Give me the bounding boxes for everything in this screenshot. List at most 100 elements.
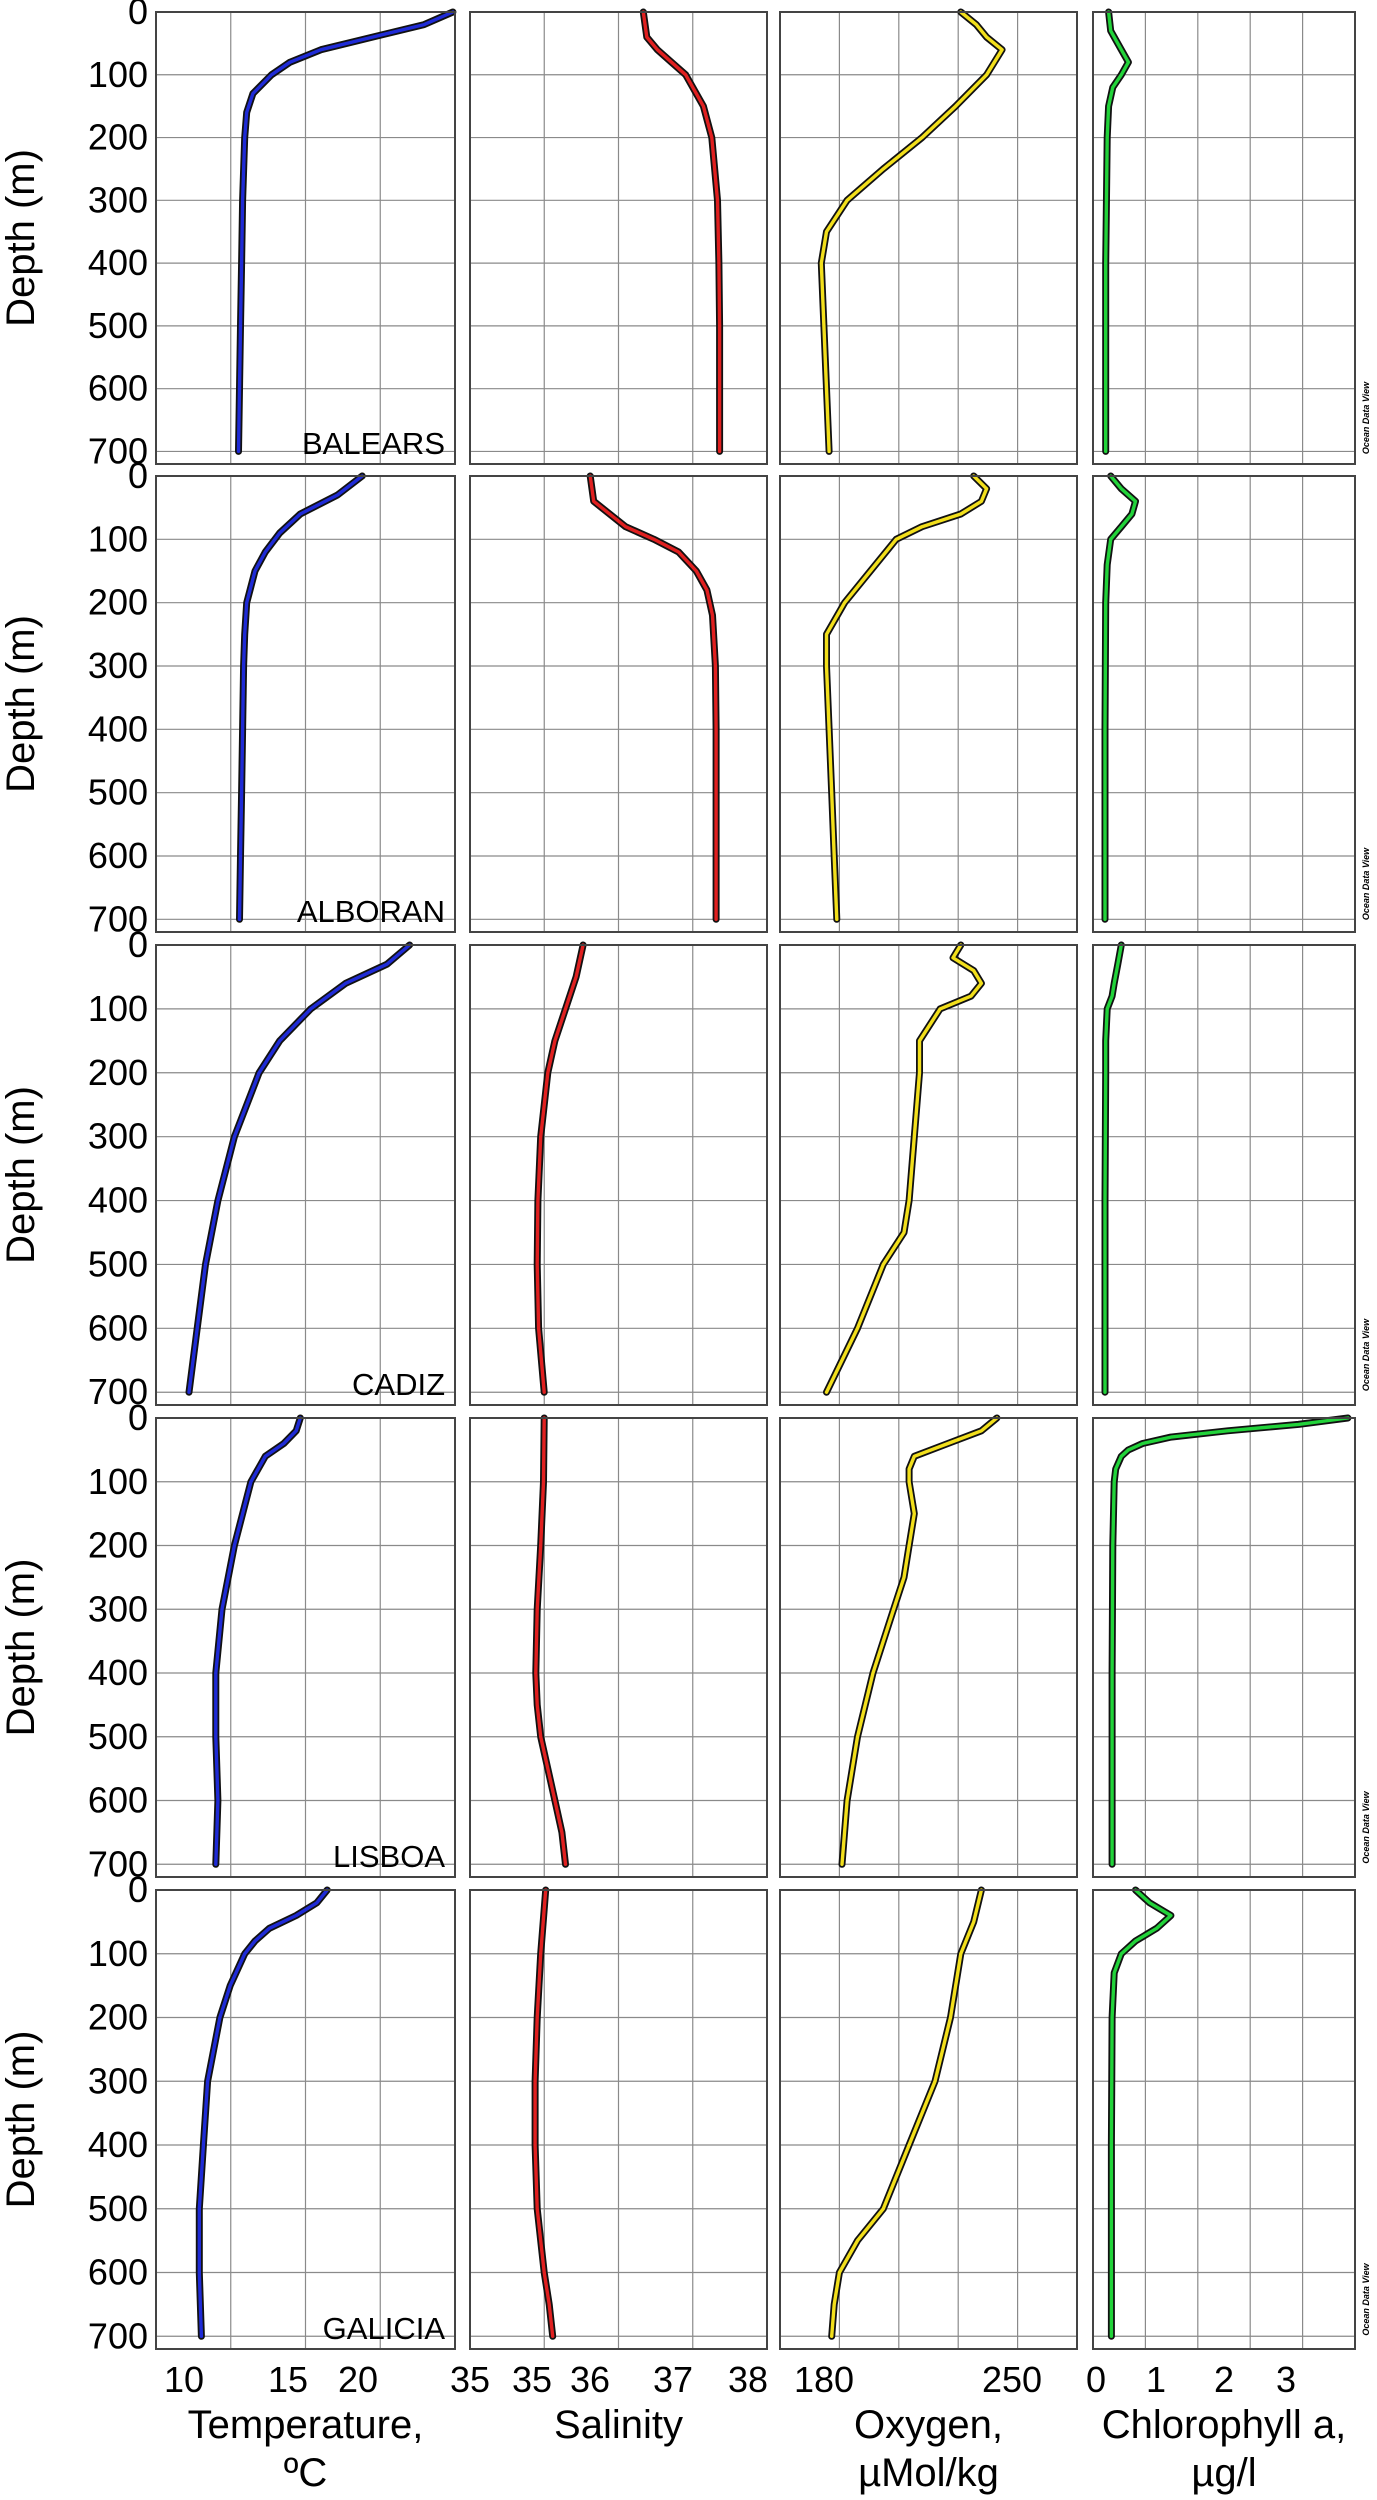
x-tick-label-chl: 3	[1276, 2359, 1296, 2400]
panel-frame	[469, 475, 768, 933]
ocean-data-view-credit: Ocean Data View	[1361, 847, 1371, 920]
y-tick-label: 600	[88, 835, 148, 876]
y-tick-label: 0	[128, 0, 148, 32]
grid	[470, 1890, 767, 2349]
panel-frame	[1092, 1417, 1356, 1878]
grid	[156, 476, 455, 932]
y-axis-title: Depth (m)	[0, 1559, 43, 1737]
panel-temp-cadiz	[155, 941, 456, 1406]
grid	[470, 945, 767, 1405]
fitted-profile-temp	[197, 1888, 329, 2338]
panel-frame	[779, 944, 1078, 1406]
observed-profile	[1108, 1414, 1352, 1868]
y-tick-label: 200	[88, 1525, 148, 1566]
panel-frame	[1092, 944, 1356, 1406]
grid	[156, 12, 455, 464]
panel-frame	[155, 475, 456, 933]
x-axis-unit-temp: ºC	[284, 2451, 328, 2495]
y-tick-label: 0	[128, 455, 148, 496]
fitted-profile-sal	[588, 474, 718, 921]
grid	[780, 476, 1077, 932]
station-label: BALEARS	[302, 426, 445, 461]
grid	[1093, 12, 1355, 464]
fitted-profile-sal	[535, 943, 585, 1394]
observed-profile	[185, 941, 414, 1396]
grid	[1093, 1890, 1355, 2349]
observed-profile	[823, 472, 991, 923]
panel-frame	[779, 1417, 1078, 1878]
x-axis-unit-chl: µg/l	[1191, 2451, 1256, 2495]
y-tick-label: 100	[88, 1933, 148, 1974]
station-row-alboran: ALBORAN Ocean Data View 0 100 200 300 400 500 60…	[0, 455, 1371, 939]
y-tick-label: 100	[88, 54, 148, 95]
y-tick-label: 200	[88, 1052, 148, 1093]
fitted-profile-temp	[214, 1416, 302, 1866]
panel-frame	[155, 1889, 456, 2350]
panel-oxy-galicia	[779, 1886, 1078, 2350]
station-label: GALICIA	[323, 2311, 446, 2346]
panel-chl-balears	[1092, 8, 1356, 465]
grid	[780, 945, 1077, 1405]
y-tick-label: 0	[128, 1397, 148, 1438]
y-axis-title: Depth (m)	[0, 2031, 43, 2209]
panel-frame	[1092, 475, 1356, 933]
y-tick-label: 0	[128, 924, 148, 965]
panel-oxy-alboran	[779, 472, 1078, 933]
panel-oxy-cadiz	[779, 941, 1078, 1406]
fitted-profile-chl	[1103, 943, 1123, 1394]
x-tick-label-sal: 37	[653, 2359, 693, 2400]
y-tick-label: 400	[88, 1180, 148, 1221]
grid	[1093, 1418, 1355, 1877]
x-axis-title-chl: Chlorophyll a,	[1102, 2403, 1347, 2447]
panel-temp-galicia	[155, 1886, 456, 2350]
grid	[1093, 945, 1355, 1405]
panel-chl-cadiz	[1092, 941, 1356, 1406]
observed-profile	[195, 1886, 331, 2340]
observed-profile	[838, 1414, 1001, 1868]
y-axis-title: Depth (m)	[0, 615, 43, 793]
fitted-profile-oxy	[824, 474, 989, 921]
observed-profile	[212, 1414, 304, 1868]
y-tick-label: 300	[88, 179, 148, 220]
fitted-profile-chl	[1109, 1888, 1173, 2338]
ocean-data-view-credit: Ocean Data View	[1361, 1790, 1371, 1863]
panel-frame	[779, 11, 1078, 465]
observed-profile	[586, 472, 720, 923]
station-label: LISBOA	[333, 1839, 445, 1874]
x-tick-label-temp: 10	[164, 2359, 204, 2400]
x-tick-label-sal: 36	[570, 2359, 610, 2400]
y-tick-label: 400	[88, 242, 148, 283]
y-tick-label: 700	[88, 1371, 148, 1412]
panel-oxy-lisboa	[779, 1414, 1078, 1878]
x-tick-label-chl: 1	[1146, 2359, 1166, 2400]
y-tick-label: 0	[128, 1869, 148, 1910]
y-tick-label: 400	[88, 708, 148, 749]
x-tick-label-temp: 20	[338, 2359, 378, 2400]
station-label: ALBORAN	[297, 894, 445, 929]
station-row-balears: BALEARS Ocean Data View 0 100 200 300 400 500 60…	[0, 0, 1371, 471]
panel-chl-galicia	[1092, 1886, 1356, 2350]
fitted-profile-sal	[641, 10, 722, 454]
grid	[470, 1418, 767, 1877]
fitted-profile-oxy	[824, 943, 984, 1394]
x-tick-label-sal: 38	[728, 2359, 768, 2400]
fitted-profile-chl	[1110, 1416, 1350, 1866]
grid	[780, 1890, 1077, 2349]
fitted-profile-sal	[534, 1416, 568, 1866]
panel-frame	[469, 11, 768, 465]
x-axis-unit-oxy: µMol/kg	[858, 2451, 999, 2495]
grid	[780, 1418, 1077, 1877]
panel-chl-lisboa	[1092, 1414, 1356, 1878]
panel-frame	[469, 944, 768, 1406]
fitted-profile-oxy	[819, 10, 1004, 454]
panel-frame	[155, 11, 456, 465]
fitted-profile-chl	[1103, 474, 1138, 921]
panel-sal-cadiz	[469, 941, 768, 1406]
panel-frame	[779, 475, 1078, 933]
x-tick-label-temp: 35	[450, 2359, 490, 2400]
y-axis-title: Depth (m)	[0, 149, 43, 327]
fitted-profile-temp	[187, 943, 412, 1394]
ocean-data-view-credit: Ocean Data View	[1361, 381, 1371, 454]
y-tick-label: 300	[88, 1116, 148, 1157]
